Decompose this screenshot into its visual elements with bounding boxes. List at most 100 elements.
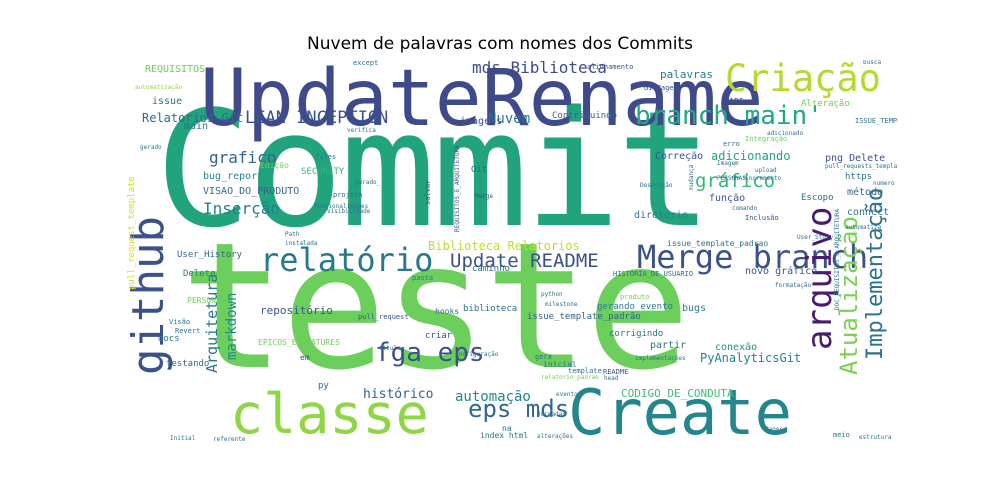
word-43: https	[845, 172, 873, 182]
word-24: Nuvem	[488, 111, 531, 127]
word-45: connect	[847, 207, 890, 218]
word-119: Descrição	[640, 182, 673, 189]
word-16: LEAN INCEPTION	[245, 108, 389, 128]
word-18: Inserção	[203, 199, 281, 218]
word-64: na	[502, 424, 512, 433]
word-101: formatação	[775, 282, 812, 289]
word-61: docs	[158, 334, 180, 344]
word-78: pull_request_template	[127, 176, 137, 290]
word-105: erro	[723, 140, 740, 148]
word-57: Delete	[183, 269, 216, 279]
word-130: pull_requests_template	[825, 163, 898, 170]
word-65: SECURITY	[301, 167, 345, 177]
word-86: alinhamento	[587, 63, 634, 71]
word-31: repositório	[260, 304, 333, 317]
word-134: gerado_	[355, 179, 381, 186]
word-7: Merge branch	[637, 238, 869, 276]
word-19: grafico	[209, 148, 277, 167]
word-55: caminho	[472, 264, 510, 274]
word-32: palavras	[660, 68, 713, 81]
word-40: Correção	[655, 151, 704, 162]
word-132: relatorio_padrao	[541, 374, 599, 381]
word-13: fga eps	[375, 338, 485, 368]
word-59: EPICOS_E_FEATURES	[258, 338, 340, 347]
word-123: instalada	[285, 240, 318, 247]
word-121: título	[379, 345, 401, 352]
word-60: testando	[166, 359, 210, 369]
word-68: Contribuindo	[552, 111, 618, 121]
word-91: automatização	[135, 84, 182, 91]
word-96: python	[541, 291, 563, 298]
word-113: comando	[732, 205, 758, 212]
word-20: gráfico	[695, 170, 776, 192]
word-51: biblioteca	[463, 304, 518, 314]
word-108: configuração	[455, 351, 499, 358]
word-70: Alteração	[801, 99, 850, 109]
word-62: py	[318, 381, 329, 391]
word-73: Inclusão	[745, 214, 779, 222]
word-112: numero	[873, 180, 895, 187]
word-35: VISAO_DO_PRODUTO	[203, 186, 300, 197]
word-106: produto	[620, 293, 650, 301]
word-42: diretório	[634, 210, 689, 221]
word-93: DOC_REQUISITOS_E_ARQUITETURA	[834, 208, 841, 310]
word-127: funcionalidades	[314, 203, 369, 210]
word-94: Merge	[475, 193, 494, 200]
word-22: markdown	[224, 292, 240, 360]
word-53: issue_template_padrão	[527, 312, 641, 322]
word-74: salvar	[424, 179, 432, 205]
chart-title: Nuvem de palavras com nomes dos Commits	[307, 34, 693, 54]
word-3: Create	[568, 376, 792, 445]
word-38: main	[184, 121, 209, 132]
word-48: bugs	[682, 303, 707, 314]
word-71: API	[729, 97, 744, 106]
word-72: GitPages	[644, 84, 678, 92]
word-2: UpdateRename	[200, 60, 764, 144]
word-116: verifica	[347, 127, 376, 134]
word-81: inicial	[543, 360, 577, 369]
word-131: PERSONAS_	[717, 175, 750, 182]
word-4: classe	[230, 382, 429, 445]
word-120: mudança	[688, 164, 695, 190]
word-17: mds Biblioteca	[472, 60, 607, 77]
word-8: relatório	[260, 241, 434, 279]
word-25: histórico	[363, 387, 434, 402]
word-30: Relatorios Git	[142, 111, 244, 125]
word-80: template	[568, 367, 602, 375]
word-117: adicionado	[767, 130, 804, 137]
word-85: README	[603, 368, 629, 376]
word-28: CODIGO_DE_CONDUTA	[621, 387, 734, 400]
word-84: HISTÓRIA_DE_USUARIO	[613, 270, 694, 278]
word-129: Imagem	[717, 160, 739, 167]
word-75: hooks	[435, 307, 460, 316]
word-46: novo gráfico	[745, 266, 818, 277]
word-34: bug_report	[203, 171, 264, 182]
word-128: Incremento	[745, 175, 782, 182]
word-39: REQUISITOS	[145, 64, 206, 75]
word-29: PyAnalyticsGit	[700, 351, 802, 365]
word-95: pasta	[412, 274, 434, 282]
word-6: Criação	[725, 60, 881, 100]
word-52: gerando evento	[597, 302, 673, 312]
word-125: evento	[556, 391, 578, 398]
word-69: Escopo	[801, 193, 834, 203]
word-111: busca	[863, 60, 882, 66]
word-109: alterações	[537, 433, 574, 440]
word-44: método	[847, 187, 884, 198]
word-15: Update README	[450, 250, 599, 272]
word-0: Commit	[155, 76, 713, 263]
word-135: Visibilidade	[327, 208, 371, 215]
word-126: head	[604, 375, 619, 382]
word-50: corrigindo	[609, 329, 664, 339]
word-114: Pages	[765, 426, 784, 433]
word-56: User_History	[177, 250, 243, 260]
word-26: Biblioteca Relatorios	[428, 239, 580, 253]
word-104: automatiza	[845, 224, 882, 231]
word-133: Jornadas	[537, 411, 566, 418]
word-14: eps mds	[468, 395, 570, 423]
word-99: Integração	[745, 135, 788, 143]
word-103: estrutura	[859, 434, 892, 441]
word-49: partir	[650, 340, 687, 351]
word-124: Path	[285, 231, 300, 238]
word-115: files	[315, 153, 337, 161]
